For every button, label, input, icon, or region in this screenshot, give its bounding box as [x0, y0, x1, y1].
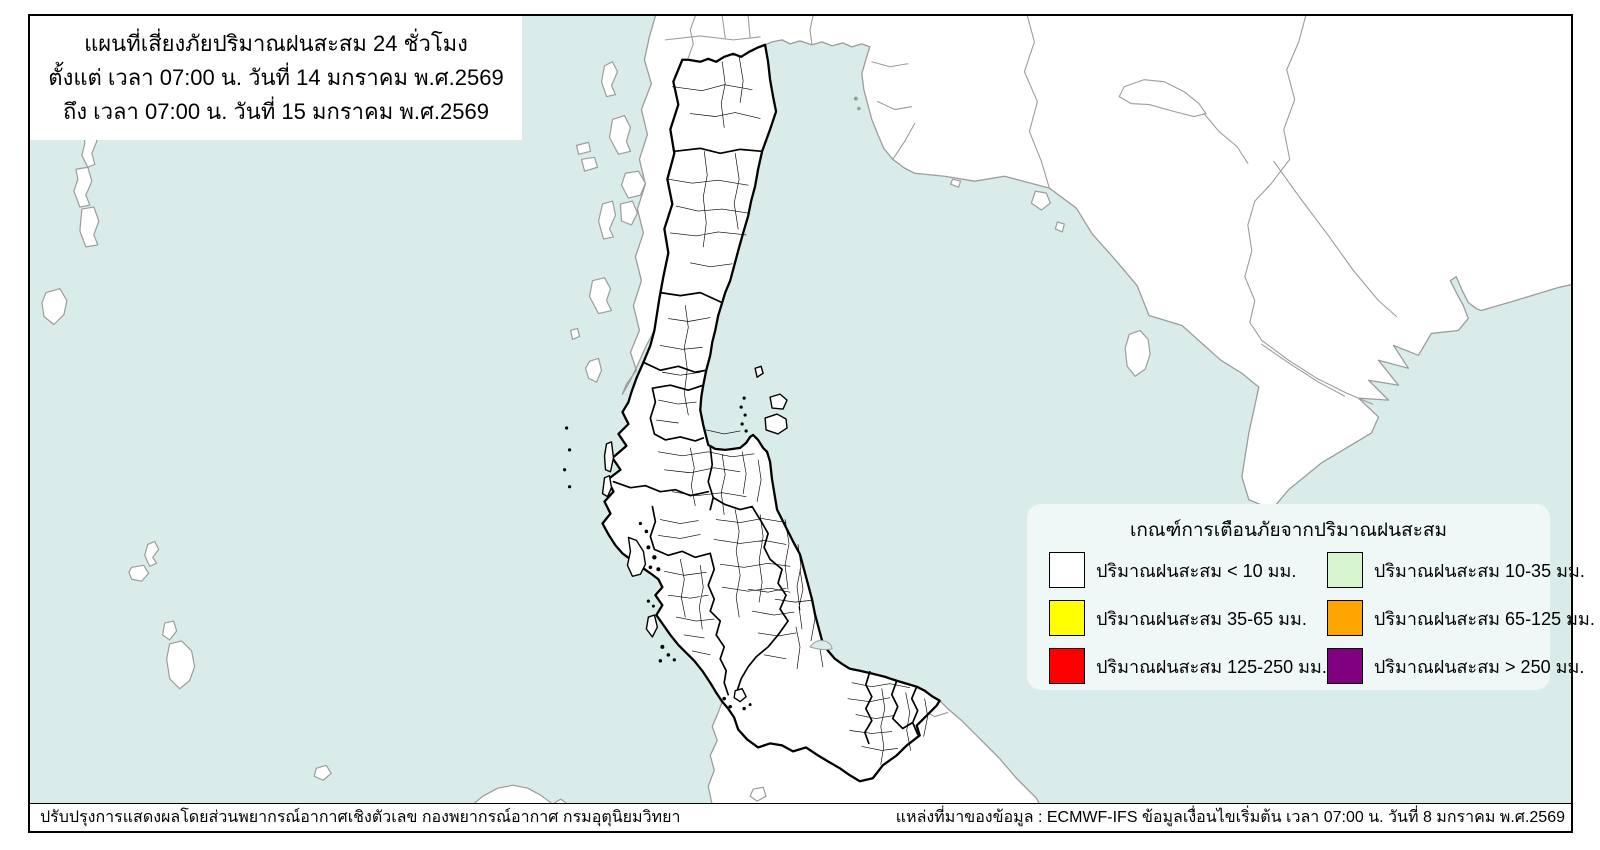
legend-swatch-red [1049, 648, 1085, 684]
province-boundaries [612, 147, 919, 745]
legend-title: เกณฑ์การเตือนภัยจากปริมาณฝนสะสม [1129, 520, 1448, 541]
legend-item-65-125: ปริมาณฝนสะสม 65-125 มม. [1326, 594, 1595, 642]
malaysia-east-coastline [938, 699, 1046, 814]
legend-swatch-purple [1326, 648, 1363, 684]
legend-item-125-250: ปริมาณฝนสะสม 125-250 มม. [1049, 642, 1327, 690]
footer-credit: ปรับปรุงการแสดงผลโดยส่วนพยากรณ์อากาศเชิง… [40, 809, 681, 826]
legend-label: ปริมาณฝนสะสม > 250 มม. [1373, 656, 1585, 677]
map-title-box: แผนที่เสี่ยงภัยปริมาณฝนสะสม 24 ชั่วโมง ต… [30, 16, 522, 140]
legend-label: ปริมาณฝนสะสม < 10 มม. [1096, 560, 1297, 581]
mainland-landmass [602, 16, 1571, 831]
footer-data-source: แหล่งที่มาของข้อมูล : ECMWF-IFS ข้อมูลเง… [895, 809, 1565, 826]
legend-swatch-yellow [1049, 600, 1085, 636]
legend-label: ปริมาณฝนสะสม 10-35 มม. [1373, 560, 1585, 581]
legend-swatch-lightgreen [1326, 552, 1363, 588]
district-boundaries [656, 56, 928, 765]
malaysia-west-coastline [707, 700, 723, 811]
thailand-south-rainfall-map [41, 16, 1571, 831]
map-title-period-to: ถึง เวลา 07:00 น. วันที่ 15 มกราคม พ.ศ.2… [63, 99, 489, 124]
gulf-east-coastline [764, 39, 1571, 511]
legend-grid: ปริมาณฝนสะสม < 10 มม. ปริมาณฝนสะสม 10-35… [1027, 546, 1595, 690]
legend-swatch-white [1049, 552, 1085, 588]
legend-item-gt250: ปริมาณฝนสะสม > 250 มม. [1326, 642, 1595, 690]
legend-item-lt10: ปริมาณฝนสะสม < 10 มม. [1049, 546, 1327, 594]
tonle-sap-lake [1118, 79, 1207, 118]
legend-label: ปริมาณฝนสะสม 65-125 มม. [1373, 608, 1595, 629]
map-title: แผนที่เสี่ยงภัยปริมาณฝนสะสม 24 ชั่วโมง [84, 31, 468, 56]
legend-item-35-65: ปริมาณฝนสะสม 35-65 มม. [1049, 594, 1327, 642]
rainfall-legend: เกณฑ์การเตือนภัยจากปริมาณฝนสะสม ปริมาณฝน… [1027, 504, 1595, 690]
thai-islands [563, 365, 788, 711]
legend-item-10-35: ปริมาณฝนสะสม 10-35 มม. [1326, 546, 1595, 594]
legend-label: ปริมาณฝนสะสม 125-250 มม. [1096, 656, 1327, 677]
thailand-south-region-outline [601, 43, 941, 783]
map-frame: แผนที่เสี่ยงภัยปริมาณฝนสะสม 24 ชั่วโมง ต… [28, 14, 1595, 833]
myanmar-coastline [621, 16, 657, 395]
map-footer: ปรับปรุงการแสดงผลโดยส่วนพยากรณ์อากาศเชิง… [30, 803, 1571, 831]
map-title-period-from: ตั้งแต่ เวลา 07:00 น. วันที่ 14 มกราคม พ… [48, 65, 504, 90]
coastal-lagoon [809, 640, 833, 651]
legend-label: ปริมาณฝนสะสม 35-65 มม. [1096, 608, 1307, 629]
legend-swatch-orange [1326, 600, 1363, 636]
